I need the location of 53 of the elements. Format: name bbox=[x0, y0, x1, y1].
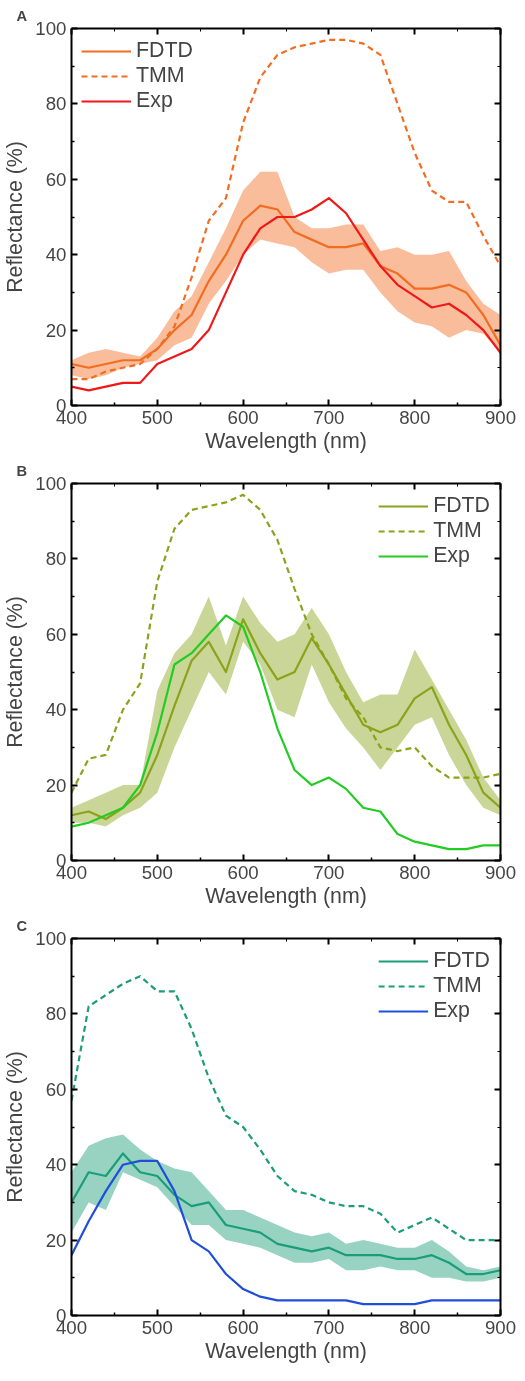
line-series bbox=[71, 1152, 501, 1276]
x-tick-label: 700 bbox=[313, 1316, 345, 1338]
line-series bbox=[71, 38, 501, 381]
legend-label: FDTD bbox=[433, 948, 490, 973]
y-tick-label: 40 bbox=[45, 699, 67, 721]
x-tick-label: 600 bbox=[227, 1316, 259, 1338]
x-tick-label: 800 bbox=[399, 1316, 431, 1338]
x-tick-label: 900 bbox=[484, 861, 517, 883]
y-tick-label: 20 bbox=[45, 774, 67, 796]
chart-title: A bbox=[16, 7, 28, 24]
x-tick-label: 500 bbox=[141, 1316, 173, 1338]
x-tick-label: 600 bbox=[227, 861, 259, 883]
legend-label: Exp bbox=[433, 998, 470, 1023]
x-axis-title: Wavelength (nm) bbox=[205, 1338, 367, 1363]
x-tick-label: 700 bbox=[313, 406, 345, 428]
x-tick-label: 800 bbox=[399, 861, 431, 883]
legend-label: TMM bbox=[136, 63, 185, 88]
line-series bbox=[71, 197, 501, 392]
y-tick-label: 60 bbox=[45, 623, 67, 645]
y-tick-label: 60 bbox=[45, 1078, 67, 1100]
legend-label: FDTD bbox=[433, 493, 490, 518]
y-tick-label: 100 bbox=[35, 473, 67, 494]
legend-label: FDTD bbox=[136, 38, 193, 63]
chart-title: C bbox=[16, 917, 28, 934]
x-axis-title: Wavelength (nm) bbox=[205, 428, 367, 453]
y-tick-label: 20 bbox=[45, 1229, 67, 1251]
x-tick-label: 800 bbox=[399, 406, 431, 428]
y-tick-label: 80 bbox=[45, 1003, 67, 1025]
x-tick-label: 700 bbox=[313, 861, 345, 883]
x-tick-label: 600 bbox=[227, 406, 259, 428]
x-tick-label: 900 bbox=[484, 1316, 517, 1338]
y-tick-label: 80 bbox=[45, 548, 67, 570]
y-tick-label: 40 bbox=[45, 244, 67, 266]
y-tick-label: 60 bbox=[45, 168, 67, 190]
y-axis-title: Reflectance (%) bbox=[3, 1051, 28, 1203]
x-tick-label: 900 bbox=[484, 406, 517, 428]
y-tick-label: 80 bbox=[45, 93, 67, 115]
legend-label: TMM bbox=[433, 518, 482, 543]
y-axis-title: Reflectance (%) bbox=[3, 141, 28, 293]
y-tick-label: 40 bbox=[45, 1154, 67, 1176]
x-tick-label: 500 bbox=[141, 406, 173, 428]
y-tick-label: 20 bbox=[45, 319, 67, 341]
legend-label: Exp bbox=[136, 88, 173, 113]
x-axis-title: Wavelength (nm) bbox=[205, 883, 367, 908]
y-axis-title: Reflectance (%) bbox=[3, 596, 28, 748]
legend-label: Exp bbox=[433, 543, 470, 568]
line-series bbox=[71, 1159, 501, 1306]
x-tick-label: 500 bbox=[141, 861, 173, 883]
y-tick-label: 100 bbox=[35, 928, 67, 949]
y-tick-label: 100 bbox=[35, 18, 67, 39]
line-series bbox=[71, 975, 501, 1242]
chart-title: B bbox=[16, 462, 28, 479]
legend-label: TMM bbox=[433, 973, 482, 998]
